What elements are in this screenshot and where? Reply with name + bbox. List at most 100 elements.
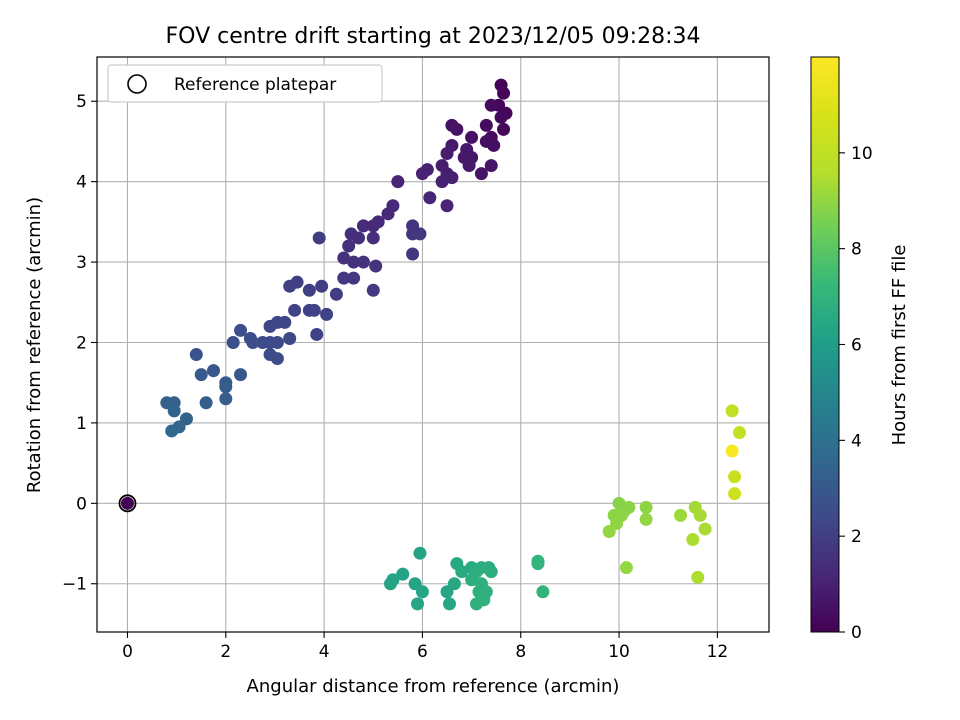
- colorbar-ticks: 0 2 4 6 8 10: [839, 144, 873, 643]
- data-point: [246, 335, 260, 349]
- x-tick-label: 4: [319, 642, 330, 662]
- y-axis-ticks: −1 0 1 2 3 4 5: [62, 92, 97, 595]
- x-tick-label: 2: [220, 642, 231, 662]
- data-point: [484, 565, 498, 579]
- plot-frame: [96, 56, 770, 633]
- x-tick-label: 12: [707, 642, 729, 662]
- data-point: [263, 319, 277, 333]
- data-point: [440, 147, 454, 161]
- data-point: [342, 239, 356, 253]
- y-axis-label: Rotation from reference (arcmin): [24, 197, 45, 493]
- y-tick-label: −1: [62, 575, 87, 595]
- colorbar-tick-label: 4: [851, 431, 862, 451]
- data-point: [691, 570, 705, 584]
- data-point: [477, 593, 491, 607]
- x-axis-label: Angular distance from reference (arcmin): [247, 676, 620, 697]
- data-point: [423, 191, 437, 205]
- colorbar-tick-label: 6: [851, 336, 862, 356]
- data-point: [165, 424, 179, 438]
- x-tick-label: 6: [417, 642, 428, 662]
- data-point: [465, 573, 479, 587]
- data-point: [167, 404, 181, 418]
- data-point: [531, 554, 545, 568]
- data-point: [283, 279, 297, 293]
- data-point: [445, 171, 459, 185]
- data-point: [484, 159, 498, 173]
- reference-platepar-marker: [118, 494, 137, 513]
- data-point: [455, 565, 469, 579]
- legend-box: [107, 64, 383, 103]
- data-point: [536, 585, 550, 599]
- data-point: [725, 404, 739, 418]
- data-point: [226, 335, 240, 349]
- data-point: [302, 303, 316, 317]
- data-point: [474, 167, 488, 181]
- data-point: [725, 444, 739, 458]
- data-point: [411, 597, 425, 611]
- data-point: [381, 207, 395, 221]
- data-point: [435, 175, 449, 189]
- data-point: [396, 567, 410, 581]
- data-point: [302, 283, 316, 297]
- x-tick-label: 8: [515, 642, 526, 662]
- data-point: [219, 392, 233, 406]
- data-point: [256, 335, 270, 349]
- data-point: [383, 577, 397, 591]
- data-point: [728, 470, 742, 484]
- data-point: [329, 287, 343, 301]
- data-point: [391, 175, 405, 189]
- data-point: [413, 227, 427, 241]
- data-point: [234, 368, 248, 382]
- data-point: [487, 138, 501, 152]
- legend: Reference platepar: [107, 64, 383, 103]
- data-point: [462, 159, 476, 173]
- data-point: [344, 227, 358, 241]
- data-point: [315, 279, 329, 293]
- colorbar-tick-label: 2: [851, 527, 862, 547]
- legend-entry: Reference platepar: [174, 75, 336, 95]
- data-point: [320, 307, 334, 321]
- colorbar-gradient: [810, 56, 840, 633]
- data-point: [270, 352, 284, 366]
- data-point: [479, 118, 493, 132]
- data-point: [366, 283, 380, 297]
- data-point: [406, 247, 420, 261]
- colorbar: 0 2 4 6 8 10 Hours from first FF file: [810, 56, 910, 643]
- data-point: [494, 110, 508, 124]
- x-axis-ticks: 0 2 4 6 8 10 12: [122, 632, 728, 662]
- data-point: [366, 219, 380, 233]
- data-point: [413, 546, 427, 560]
- data-point: [234, 323, 248, 337]
- x-tick-label: 10: [608, 642, 630, 662]
- data-point: [356, 255, 370, 269]
- grid-lines: [97, 57, 769, 632]
- data-point: [442, 597, 456, 611]
- data-point: [312, 231, 326, 245]
- y-tick-label: 2: [76, 333, 87, 353]
- data-point: [207, 364, 221, 378]
- data-point: [347, 255, 361, 269]
- data-point: [283, 331, 297, 345]
- data-point: [639, 500, 653, 514]
- data-point: [465, 130, 479, 144]
- data-point: [189, 348, 203, 362]
- data-point: [199, 396, 213, 410]
- scatter-points: [120, 78, 747, 611]
- data-point: [686, 533, 700, 547]
- colorbar-tick-label: 0: [851, 623, 862, 643]
- y-tick-label: 1: [76, 414, 87, 434]
- y-tick-label: 5: [76, 92, 87, 112]
- data-point: [415, 585, 429, 599]
- data-point: [440, 199, 454, 213]
- y-tick-label: 4: [76, 173, 87, 193]
- data-point: [484, 98, 498, 112]
- y-tick-label: 3: [76, 253, 87, 273]
- x-tick-label: 0: [122, 642, 133, 662]
- chart-title: FOV centre drift starting at 2023/12/05 …: [166, 24, 701, 49]
- data-point: [288, 303, 302, 317]
- data-point: [674, 508, 688, 522]
- data-point: [619, 561, 633, 575]
- data-point: [639, 512, 653, 526]
- data-point: [347, 271, 361, 285]
- data-point: [693, 508, 707, 522]
